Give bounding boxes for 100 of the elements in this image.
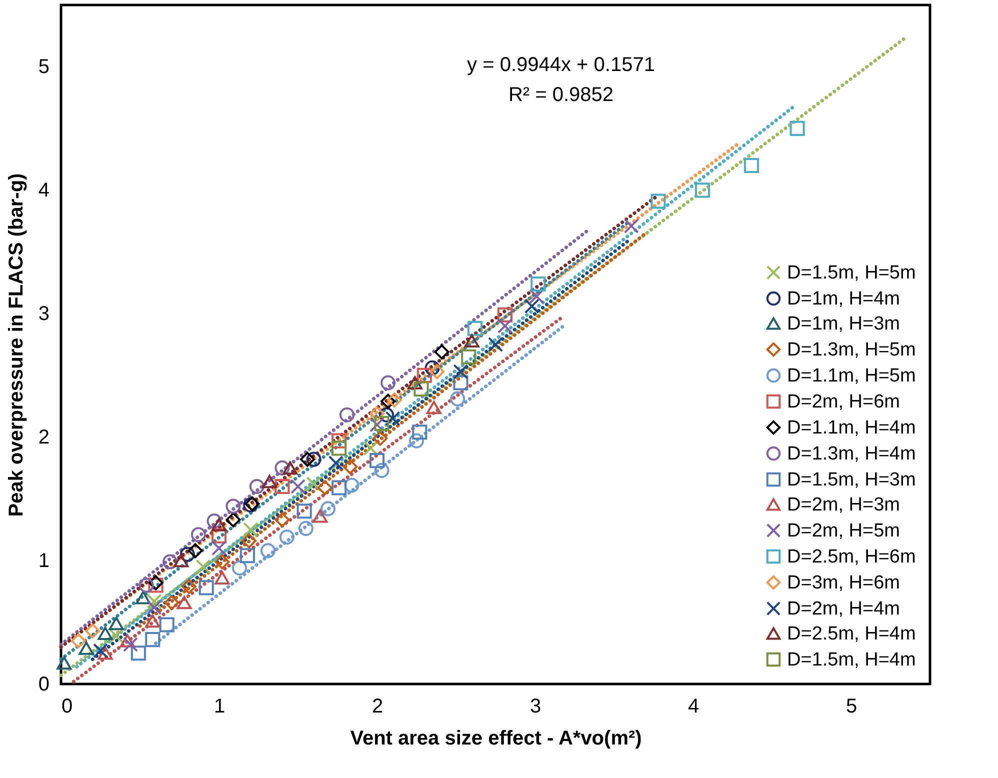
point: [332, 480, 347, 496]
point: [211, 518, 227, 532]
y-tick-label: 2: [38, 426, 50, 449]
point: [372, 430, 388, 446]
legend-label: D=1.3m, H=4m: [787, 444, 916, 464]
x-axis-title: Vent area size effect - A*vo(m²): [350, 728, 642, 750]
point: [412, 424, 428, 440]
point: [296, 504, 312, 519]
point: [450, 391, 466, 406]
annotation: y = 0.9944x + 0.1571: [467, 54, 655, 76]
point: [274, 460, 290, 476]
point: [694, 182, 710, 198]
point: [624, 218, 639, 234]
point: [282, 461, 298, 475]
point: [369, 453, 385, 468]
point: [274, 512, 290, 528]
point: [242, 533, 257, 548]
point: [274, 478, 290, 494]
point: [123, 636, 138, 652]
point: [342, 459, 358, 474]
x-tick-label: 5: [846, 696, 858, 718]
point: [339, 407, 354, 422]
point: [374, 462, 390, 478]
point: [98, 626, 113, 640]
point: [70, 633, 86, 648]
legend-label: D=1.1m, H=4m: [787, 418, 916, 438]
point: [374, 416, 390, 432]
point: [529, 288, 544, 304]
point: [317, 480, 332, 496]
point: [744, 158, 759, 174]
point: [300, 452, 315, 467]
point: [164, 595, 180, 610]
point: [332, 440, 347, 456]
point: [416, 368, 432, 383]
legend-label: D=1m, H=4m: [787, 288, 900, 310]
point: [344, 478, 360, 493]
point: [497, 318, 512, 334]
point: [145, 614, 160, 628]
legend-label: D=1.5m, H=5m: [787, 262, 916, 284]
legend-label: D=1.1m, H=5m: [787, 366, 916, 386]
legend-label: D=2m, H=5m: [787, 520, 900, 542]
legend-label: D=1.5m, H=4m: [787, 650, 916, 670]
y-tick-label: 0: [38, 674, 50, 696]
point: [249, 478, 264, 494]
point: [138, 578, 154, 593]
point: [145, 632, 160, 648]
point: [181, 578, 196, 594]
point: [524, 298, 540, 314]
point: [530, 276, 546, 292]
point: [279, 530, 294, 545]
y-tick-label: 4: [38, 180, 50, 202]
point: [136, 590, 151, 604]
point: [211, 528, 227, 544]
y-tick-label: 3: [38, 303, 50, 326]
point: [206, 514, 222, 529]
point: [407, 376, 422, 390]
legend-label: D=3m, H=6m: [787, 572, 900, 594]
point: [56, 656, 72, 670]
legend-label: D=2m, H=3m: [787, 494, 900, 516]
point: [146, 594, 162, 609]
point: [380, 375, 396, 390]
point: [306, 452, 322, 467]
point: [369, 417, 385, 432]
legend-label: D=1.5m, H=3m: [787, 470, 916, 490]
point: [92, 643, 108, 658]
point: [380, 394, 396, 409]
point: [430, 364, 445, 380]
legend-label: D=2m, H=4m: [787, 598, 900, 620]
point: [378, 407, 394, 422]
point: [226, 498, 241, 514]
x-tick-label: 2: [372, 696, 384, 718]
point: [790, 120, 805, 136]
point: [196, 559, 211, 574]
point: [424, 360, 440, 376]
point: [461, 349, 476, 364]
point: [146, 600, 162, 615]
point: [414, 381, 429, 396]
point: [188, 543, 203, 558]
point: [408, 433, 424, 448]
point: [453, 375, 468, 390]
point: [98, 646, 113, 660]
x-tick-label: 0: [62, 696, 73, 718]
point: [426, 400, 442, 414]
point: [198, 580, 214, 596]
point: [174, 554, 189, 568]
point: [214, 571, 230, 584]
point: [240, 548, 255, 564]
point: [120, 634, 135, 648]
point: [363, 440, 378, 456]
point: [328, 455, 344, 471]
y-tick-label: 5: [38, 56, 50, 78]
y-tick-label: 1: [38, 550, 50, 572]
point: [320, 501, 336, 516]
point: [260, 543, 276, 558]
point: [232, 560, 248, 576]
point: [108, 616, 124, 630]
point: [464, 334, 480, 348]
point: [290, 478, 306, 494]
point: [488, 336, 504, 352]
point: [190, 527, 206, 542]
